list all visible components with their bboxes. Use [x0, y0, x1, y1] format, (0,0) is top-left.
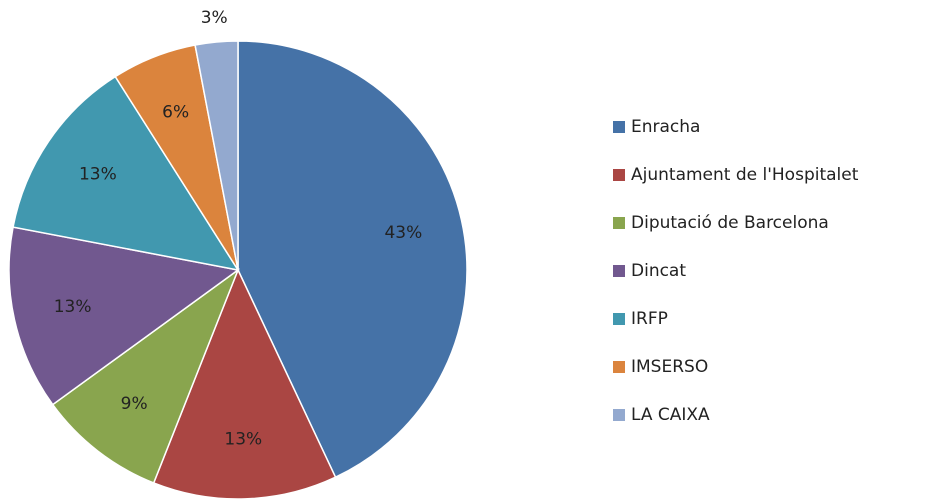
pie-slice: [194, 40, 239, 271]
legend-label: IMSERSO: [631, 357, 708, 377]
pie-slice: [12, 75, 240, 272]
pie-slice: [152, 268, 337, 500]
data-label: 13%: [79, 165, 117, 185]
pie-slice: [51, 267, 240, 484]
data-label: 6%: [162, 102, 189, 122]
pie-slice: [237, 40, 468, 479]
data-label: 9%: [121, 394, 148, 414]
legend-swatch: [613, 361, 625, 373]
legend-swatch: [613, 169, 625, 181]
legend-swatch: [613, 121, 625, 133]
pie-slice: [8, 226, 240, 406]
legend-label: Diputació de Barcelona: [631, 213, 829, 233]
data-label: 43%: [384, 223, 422, 243]
legend-swatch: [613, 217, 625, 229]
legend-label: LA CAIXA: [631, 405, 710, 425]
legend-swatch: [613, 313, 625, 325]
legend-label: IRFP: [631, 309, 668, 329]
legend-label: Enracha: [631, 117, 700, 137]
legend-swatch: [613, 409, 625, 421]
legend-label: Dincat: [631, 261, 686, 281]
legend-swatch: [613, 265, 625, 277]
data-label: 13%: [54, 297, 92, 317]
data-label: 3%: [201, 8, 228, 28]
legend-label: Ajuntament de l'Hospitalet: [631, 165, 859, 185]
data-label: 13%: [224, 429, 262, 449]
